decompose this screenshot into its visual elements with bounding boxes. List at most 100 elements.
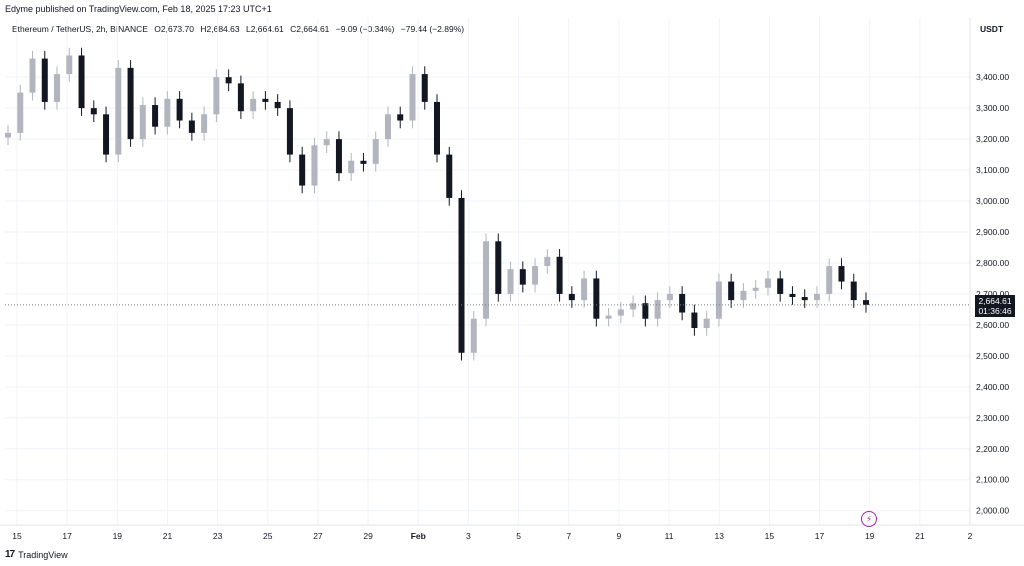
time-tick-label: 17	[815, 531, 825, 541]
symbol-legend: Ethereum / TetherUS, 2h, BINANCE O2,673.…	[12, 24, 468, 34]
candle-body	[17, 92, 24, 133]
candle-body	[78, 55, 85, 109]
price-tick-label: 2,900.00	[976, 227, 1009, 237]
candle-body	[139, 105, 146, 140]
candle-body	[740, 290, 747, 301]
candle-body	[715, 281, 722, 319]
candle-body	[250, 98, 257, 112]
candle-body	[728, 281, 735, 301]
close-value: C2,664.61	[290, 24, 330, 34]
candle-body	[605, 315, 612, 319]
footer-branding: 17 TradingView	[5, 549, 68, 560]
candle-body	[397, 114, 404, 121]
price-tick-label: 2,700.00	[976, 289, 1009, 299]
candle-body	[593, 278, 600, 319]
time-tick-label: 21	[163, 531, 173, 541]
candle-body	[813, 293, 820, 301]
candle-body	[29, 58, 36, 93]
candle-body	[446, 154, 453, 198]
candle-body	[434, 101, 440, 155]
time-tick-label: 19	[865, 531, 875, 541]
candle-body	[201, 114, 208, 133]
candle-body	[225, 77, 232, 84]
candle-body	[703, 318, 710, 328]
time-tick-label: 15	[765, 531, 775, 541]
time-tick-label: 27	[313, 531, 323, 541]
candle-body	[152, 105, 159, 127]
candle-body	[752, 287, 759, 291]
candle-body	[54, 74, 61, 102]
price-tick-label: 2,800.00	[976, 258, 1009, 268]
candle-body	[409, 74, 416, 121]
time-axis: 15 17 19 21 23 25 27 29 Feb 3 5 7 9 11 13 15 17 19 21 2	[12, 531, 972, 541]
candle-body	[666, 293, 673, 301]
candle-body	[311, 145, 318, 186]
candle-body	[532, 266, 539, 285]
candle-body	[654, 300, 661, 319]
candle-body	[41, 58, 48, 102]
candle-body	[384, 114, 391, 140]
candle-body	[568, 293, 575, 301]
price-axis: 3,400.00 3,300.00 3,200.00 3,100.00 3,000.00…	[976, 72, 1009, 516]
time-tick-label: 9	[617, 531, 622, 541]
candle-body	[66, 55, 73, 75]
low-value: L2,664.61	[245, 24, 284, 34]
currency-label[interactable]: USDT	[980, 24, 1004, 34]
candle-body	[777, 278, 784, 294]
bar-countdown: 01:36:46	[978, 306, 1012, 316]
candle-body	[90, 108, 97, 115]
candle-body	[495, 241, 502, 294]
candle-body	[519, 269, 526, 285]
candle-body	[507, 269, 514, 294]
candle-body	[176, 98, 183, 121]
time-tick-label: 17	[62, 531, 72, 541]
candle-body	[421, 74, 428, 102]
candle-body	[127, 67, 134, 140]
candle-body	[544, 256, 551, 267]
time-tick-label: 29	[363, 531, 373, 541]
time-tick-label: 3	[466, 531, 471, 541]
price-tick-label: 2,300.00	[976, 413, 1009, 423]
price-tick-label: 3,000.00	[976, 196, 1009, 206]
time-tick-label: 25	[263, 531, 273, 541]
price-tick-label: 2,100.00	[976, 475, 1009, 485]
price-tick-label: 3,400.00	[976, 72, 1009, 82]
time-tick-label: 5	[516, 531, 521, 541]
candle-body	[262, 98, 269, 102]
change-value: −9.09 (−0.34%)	[335, 24, 395, 34]
candle-body	[826, 266, 833, 294]
candle-body	[237, 83, 244, 112]
candle-body	[679, 293, 686, 313]
candle-body	[850, 281, 857, 301]
symbol-name[interactable]: Ethereum / TetherUS, 2h, BINANCE	[12, 24, 148, 34]
candle-body	[323, 139, 330, 146]
candle-body	[801, 297, 808, 301]
candle-body	[691, 312, 698, 328]
candle-body	[188, 120, 195, 133]
candle-body	[274, 101, 281, 109]
candle-body	[360, 160, 367, 164]
price-tick-label: 3,300.00	[976, 103, 1009, 113]
last-price-value: 2,664.61	[978, 296, 1012, 306]
bolt-icon[interactable]: ⚡	[861, 511, 877, 527]
candle-body	[115, 67, 122, 155]
change-alt-value: −79.44 (−2.89%)	[400, 24, 465, 34]
tradingview-brand: TradingView	[18, 549, 68, 560]
time-tick-label: 23	[213, 531, 223, 541]
time-tick-label: 11	[665, 531, 674, 541]
candle-body	[642, 303, 649, 319]
price-tick-label: 2,200.00	[976, 444, 1009, 454]
candle-body	[5, 132, 11, 138]
open-value: O2,673.70	[154, 24, 194, 34]
price-tick-label: 2,500.00	[976, 351, 1009, 361]
tradingview-logo-icon: 17	[5, 549, 15, 560]
time-tick-label: 2	[968, 531, 973, 541]
candle-body	[458, 197, 465, 353]
candle-body	[617, 309, 624, 316]
candle-body	[286, 108, 293, 155]
candle-body	[863, 300, 869, 305]
price-tick-label: 2,600.00	[976, 320, 1009, 330]
publish-banner: Edyme published on TradingView.com, Feb …	[5, 4, 272, 14]
candle-body	[335, 139, 342, 174]
